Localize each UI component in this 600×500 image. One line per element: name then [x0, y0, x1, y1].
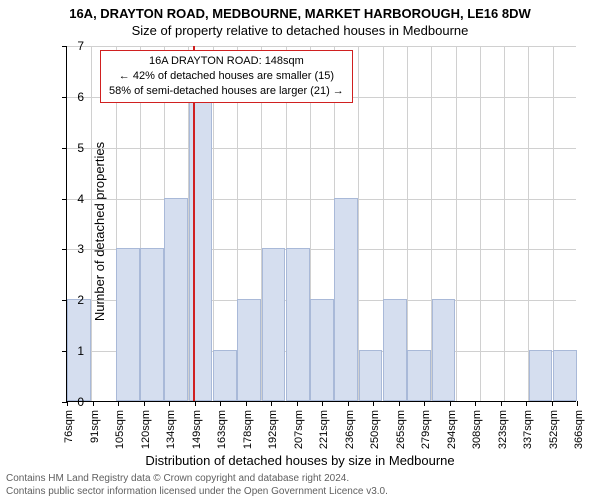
xtick-label: 279sqm: [420, 410, 432, 449]
footer-line1: Contains HM Land Registry data © Crown c…: [6, 472, 388, 485]
histogram-bar: [529, 350, 553, 401]
xtick-label: 207sqm: [293, 410, 305, 449]
xtick-mark: [450, 401, 451, 406]
xtick-mark: [501, 401, 502, 406]
xtick-label: 294sqm: [446, 410, 458, 449]
xtick-mark: [424, 401, 425, 406]
xtick-mark: [144, 401, 145, 406]
gridline-v: [528, 46, 529, 401]
gridline-v: [553, 46, 554, 401]
histogram-bar: [189, 96, 213, 401]
histogram-bar: [359, 350, 383, 401]
xtick-label: 250sqm: [369, 410, 381, 449]
histogram-bar: [334, 198, 358, 401]
chart-container: 16A, DRAYTON ROAD, MEDBOURNE, MARKET HAR…: [0, 0, 600, 500]
xtick-mark: [552, 401, 553, 406]
ytick-label: 2: [64, 293, 84, 307]
x-axis-label: Distribution of detached houses by size …: [0, 453, 600, 468]
xtick-label: 366sqm: [573, 410, 585, 449]
gridline-h: [67, 148, 576, 149]
histogram-bar: [237, 299, 261, 401]
xtick-label: 105sqm: [114, 410, 126, 449]
xtick-label: 192sqm: [267, 410, 279, 449]
gridline-v: [407, 46, 408, 401]
xtick-label: 76sqm: [63, 410, 75, 443]
xtick-mark: [577, 401, 578, 406]
histogram-bar: [407, 350, 431, 401]
xtick-mark: [526, 401, 527, 406]
xtick-mark: [475, 401, 476, 406]
xtick-mark: [348, 401, 349, 406]
gridline-v: [504, 46, 505, 401]
histogram-bar: [286, 248, 310, 401]
callout-box: 16A DRAYTON ROAD: 148sqm ← 42% of detach…: [100, 50, 353, 103]
xtick-label: 265sqm: [395, 410, 407, 449]
xtick-mark: [399, 401, 400, 406]
xtick-label: 134sqm: [165, 410, 177, 449]
xtick-label: 120sqm: [140, 410, 152, 449]
xtick-label: 178sqm: [242, 410, 254, 449]
gridline-v: [358, 46, 359, 401]
footer-line2: Contains public sector information licen…: [6, 485, 388, 498]
xtick-mark: [373, 401, 374, 406]
xtick-label: 149sqm: [191, 410, 203, 449]
xtick-label: 91sqm: [89, 410, 101, 443]
gridline-v: [91, 46, 92, 401]
callout-line-larger: 58% of semi-detached houses are larger (…: [109, 84, 344, 99]
xtick-mark: [93, 401, 94, 406]
xtick-mark: [169, 401, 170, 406]
gridline-v: [480, 46, 481, 401]
xtick-mark: [271, 401, 272, 406]
ytick-label: 1: [64, 344, 84, 358]
xtick-label: 323sqm: [497, 410, 509, 449]
ytick-label: 6: [64, 90, 84, 104]
histogram-bar: [164, 198, 188, 401]
histogram-bar: [140, 248, 164, 401]
gridline-h: [67, 46, 576, 47]
histogram-bar: [116, 248, 140, 401]
xtick-mark: [322, 401, 323, 406]
histogram-bar: [310, 299, 334, 401]
xtick-mark: [195, 401, 196, 406]
xtick-label: 352sqm: [548, 410, 560, 449]
footer-attribution: Contains HM Land Registry data © Crown c…: [6, 472, 388, 498]
xtick-label: 337sqm: [522, 410, 534, 449]
gridline-v: [456, 46, 457, 401]
ytick-label: 4: [64, 192, 84, 206]
xtick-label: 308sqm: [471, 410, 483, 449]
chart-title-address: 16A, DRAYTON ROAD, MEDBOURNE, MARKET HAR…: [0, 0, 600, 21]
histogram-bar: [213, 350, 237, 401]
xtick-mark: [246, 401, 247, 406]
xtick-label: 163sqm: [216, 410, 228, 449]
xtick-label: 236sqm: [344, 410, 356, 449]
xtick-mark: [118, 401, 119, 406]
gridline-h: [67, 199, 576, 200]
histogram-bar: [383, 299, 407, 401]
ytick-label: 0: [64, 395, 84, 409]
histogram-bar: [262, 248, 286, 401]
xtick-mark: [220, 401, 221, 406]
xtick-mark: [297, 401, 298, 406]
ytick-label: 7: [64, 39, 84, 53]
histogram-bar: [432, 299, 456, 401]
histogram-bar: [553, 350, 577, 401]
ytick-label: 3: [64, 242, 84, 256]
callout-line-smaller: ← 42% of detached houses are smaller (15…: [109, 69, 344, 84]
callout-line-size: 16A DRAYTON ROAD: 148sqm: [109, 54, 344, 69]
ytick-label: 5: [64, 141, 84, 155]
chart-subtitle: Size of property relative to detached ho…: [0, 21, 600, 38]
xtick-label: 221sqm: [318, 410, 330, 449]
